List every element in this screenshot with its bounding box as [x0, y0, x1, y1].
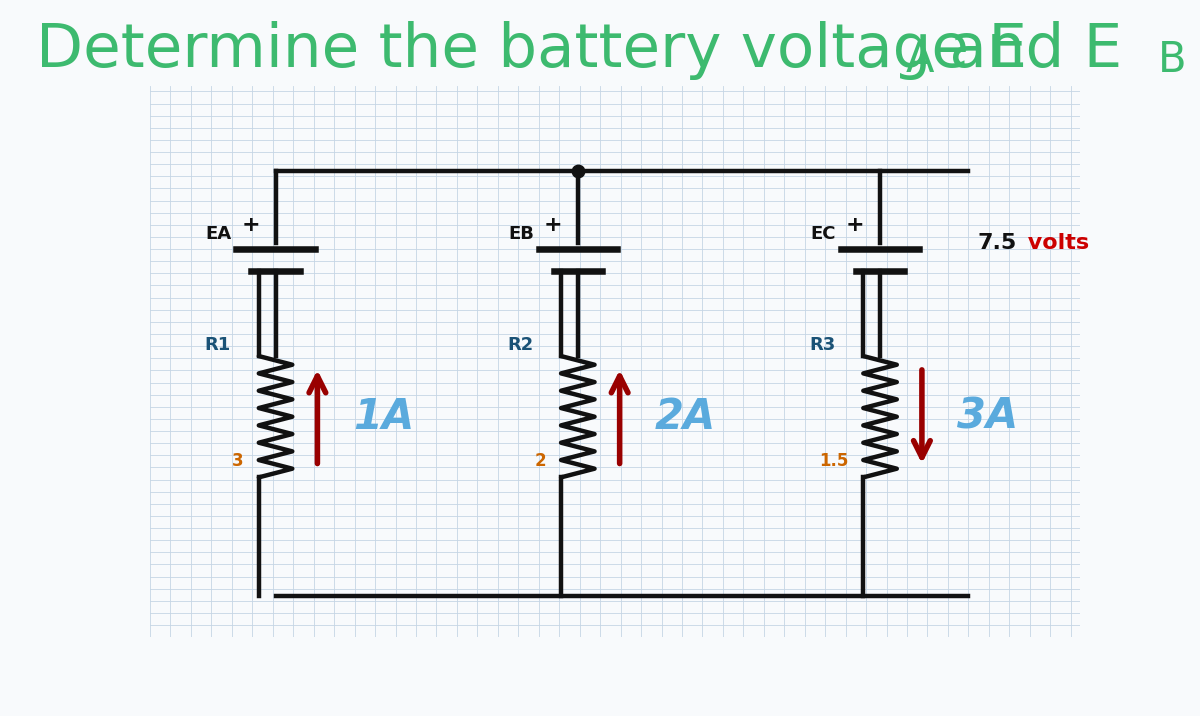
Text: Determine the battery voltage E: Determine the battery voltage E	[36, 21, 1027, 80]
Text: R3: R3	[809, 336, 835, 354]
Text: 3A: 3A	[958, 396, 1019, 437]
Text: EA: EA	[205, 225, 232, 243]
Text: 1.5: 1.5	[820, 452, 848, 470]
Text: EC: EC	[811, 225, 836, 243]
Text: R2: R2	[506, 336, 533, 354]
Text: +: +	[846, 215, 864, 235]
Text: 1A: 1A	[353, 396, 414, 437]
Text: +: +	[544, 215, 562, 235]
Text: 2A: 2A	[655, 396, 716, 437]
Text: and E: and E	[930, 21, 1122, 80]
Text: R1: R1	[205, 336, 230, 354]
Text: A: A	[906, 39, 935, 82]
Text: EB: EB	[509, 225, 534, 243]
Text: volts: volts	[1020, 233, 1088, 253]
Text: 7.5: 7.5	[978, 233, 1016, 253]
Text: 3: 3	[233, 452, 244, 470]
Text: +: +	[241, 215, 259, 235]
Text: B: B	[1158, 39, 1187, 82]
Text: 2: 2	[534, 452, 546, 470]
